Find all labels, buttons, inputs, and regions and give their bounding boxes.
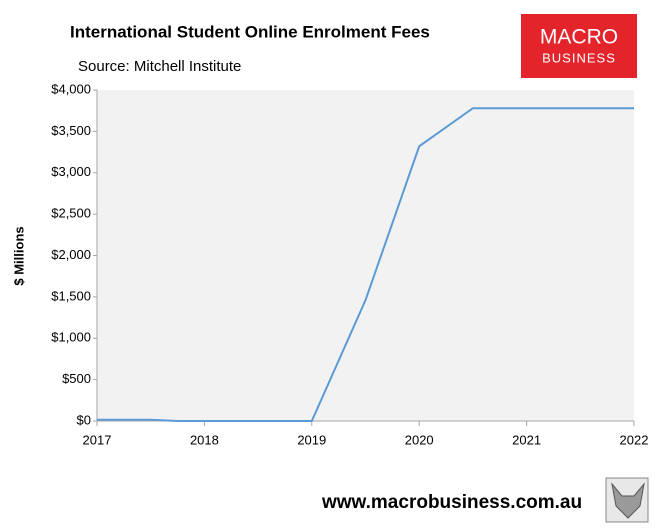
chart-subtitle: Source: Mitchell Institute (78, 58, 241, 75)
logo-text: BUSINESS (542, 50, 616, 65)
y-tick-label: $2,000 (51, 247, 91, 262)
y-tick-label: $2,500 (51, 206, 91, 221)
x-tick-label: 2021 (512, 432, 541, 447)
y-tick-label: $3,000 (51, 164, 91, 179)
x-tick-label: 2017 (83, 432, 112, 447)
data-line (97, 107, 634, 422)
footer: www.macrobusiness.com.au (321, 492, 582, 513)
y-tick-label: $500 (62, 371, 91, 386)
chart-title: International Student Online Enrolment F… (70, 22, 430, 41)
y-axis-label: $ Millions (11, 226, 26, 285)
fox-icon (605, 477, 649, 523)
plot-area (97, 90, 634, 421)
logo-box (521, 14, 637, 78)
y-tick-label: $3,500 (51, 123, 91, 138)
x-tick-label: 2020 (405, 432, 434, 447)
y-tick-label: $4,000 (51, 81, 91, 96)
x-tick-label: 2022 (620, 432, 649, 447)
y-tick-label: $0 (77, 412, 91, 427)
x-tick-label: 2019 (297, 432, 326, 447)
logo-text: MACRO (540, 26, 618, 49)
y-tick-label: $1,000 (51, 330, 91, 345)
x-tick-label: 2018 (190, 432, 219, 447)
y-tick-label: $1,500 (51, 288, 91, 303)
